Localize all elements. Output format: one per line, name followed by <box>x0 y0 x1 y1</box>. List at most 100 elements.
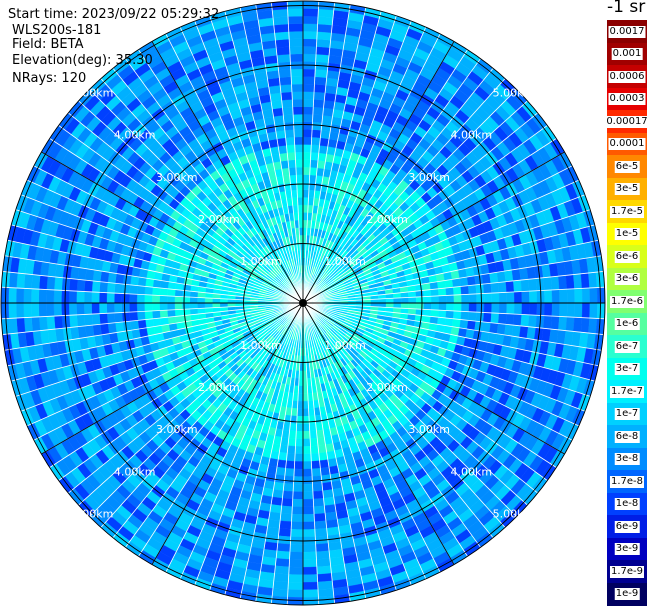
range-gate-cell <box>121 283 131 295</box>
range-gate-cell <box>54 276 63 291</box>
range-gate-cell <box>293 468 304 477</box>
range-gate-cell <box>23 302 32 318</box>
range-gate-cell <box>289 46 304 55</box>
range-gate-cell <box>491 302 500 314</box>
range-gate-cell <box>296 174 304 183</box>
range-gate-cell <box>287 445 296 454</box>
range-gate-cell <box>287 437 297 447</box>
range-gate-cell <box>317 573 333 583</box>
range-gate-cell <box>287 15 304 25</box>
range-gate-cell <box>324 92 337 102</box>
start-time-label: Start time: 2023/09/22 05:29:32 <box>8 7 220 22</box>
range-gate-cell <box>474 320 484 332</box>
range-gate-cell <box>38 289 47 304</box>
range-gate-cell <box>559 302 568 317</box>
range-gate-cell <box>320 466 331 476</box>
range-gate-cell <box>76 302 85 316</box>
range-gate-cell <box>302 23 318 32</box>
range-gate-cell <box>438 295 447 304</box>
range-gate-cell <box>312 114 323 123</box>
range-gate-cell <box>316 565 332 575</box>
range-gate-cell <box>279 76 292 86</box>
range-ring-label: 4.00km <box>114 465 156 478</box>
range-gate-cell <box>481 273 491 285</box>
range-gate-cell <box>276 54 291 63</box>
colorbar-segment: 3e-6 <box>607 267 647 291</box>
range-ring-label: 5.00km <box>493 507 535 520</box>
range-gate-cell <box>296 423 304 432</box>
range-gate-cell <box>491 292 500 304</box>
range-gate-cell <box>166 295 175 304</box>
range-gate-cell <box>290 68 304 77</box>
range-gate-cell <box>84 279 93 293</box>
range-gate-cell <box>316 31 332 41</box>
range-gate-cell <box>588 317 598 334</box>
range-gate-cell <box>302 446 312 455</box>
range-gate-cell <box>543 315 552 330</box>
range-gate-cell <box>136 302 145 312</box>
range-gate-cell <box>529 290 538 304</box>
range-gate-cell <box>302 544 317 553</box>
range-gate-cell <box>323 496 336 506</box>
range-gate-cell <box>474 274 484 286</box>
range-gate-cell <box>275 558 290 568</box>
range-gate-cell <box>566 302 575 318</box>
range-gate-cell <box>317 23 333 33</box>
range-gate-cell <box>302 83 315 93</box>
range-ring-label: 2.00km <box>198 381 240 394</box>
range-gate-cell <box>430 309 439 318</box>
range-gate-cell <box>91 313 101 326</box>
range-gate-cell <box>311 136 321 146</box>
range-ring-label: 3.00km <box>156 171 198 184</box>
range-gate-cell <box>468 293 477 304</box>
range-gate-cell <box>289 544 304 553</box>
range-gate-cell <box>76 279 86 292</box>
range-gate-cell <box>302 151 312 160</box>
range-gate-cell <box>573 317 583 333</box>
range-gate-cell <box>270 496 283 506</box>
range-gate-cell <box>273 481 285 491</box>
range-gate-cell <box>23 273 33 289</box>
range-gate-cell <box>302 53 317 62</box>
range-gate-cell <box>302 483 314 492</box>
range-gate-cell <box>121 293 130 304</box>
range-gate-cell <box>468 311 477 322</box>
range-gate-cell <box>446 302 455 312</box>
range-gate-cell <box>114 302 123 314</box>
range-gate-cell <box>311 468 322 477</box>
range-gate-cell <box>302 468 313 477</box>
range-gate-cell <box>273 573 289 583</box>
range-gate-cell <box>159 287 169 297</box>
range-gate-cell <box>289 559 304 568</box>
range-gate-cell <box>302 68 316 77</box>
range-gate-cell <box>53 289 62 304</box>
colorbar-tick-label: 0.0001 <box>608 138 646 150</box>
range-gate-cell <box>302 144 312 153</box>
range-gate-cell <box>302 197 309 206</box>
range-gate-cell <box>15 287 25 304</box>
range-gate-cell <box>415 302 424 310</box>
range-ring-label: 1.00km <box>324 339 366 352</box>
radar-center-marker <box>299 299 307 307</box>
range-gate-cell <box>272 489 284 499</box>
range-gate-cell <box>513 279 522 293</box>
range-gate-cell <box>310 144 320 153</box>
range-gate-cell <box>322 107 334 117</box>
range-gate-cell <box>481 321 491 333</box>
range-gate-cell <box>302 15 319 25</box>
range-gate-cell <box>121 302 130 313</box>
range-gate-cell <box>315 550 330 560</box>
range-gate-cell <box>76 290 85 304</box>
range-gate-cell <box>506 291 515 304</box>
range-gate-cell <box>83 302 93 315</box>
range-gate-cell <box>393 302 402 309</box>
range-gate-cell <box>288 23 304 32</box>
range-gate-cell <box>292 498 304 508</box>
range-gate-cell <box>288 566 304 575</box>
range-gate-cell <box>505 313 515 326</box>
nrays-label: NRays: 120 <box>12 71 87 86</box>
range-gate-cell <box>498 292 508 304</box>
range-gate-cell <box>302 106 314 115</box>
range-gate-cell <box>313 505 326 515</box>
range-gate-cell <box>310 453 320 462</box>
